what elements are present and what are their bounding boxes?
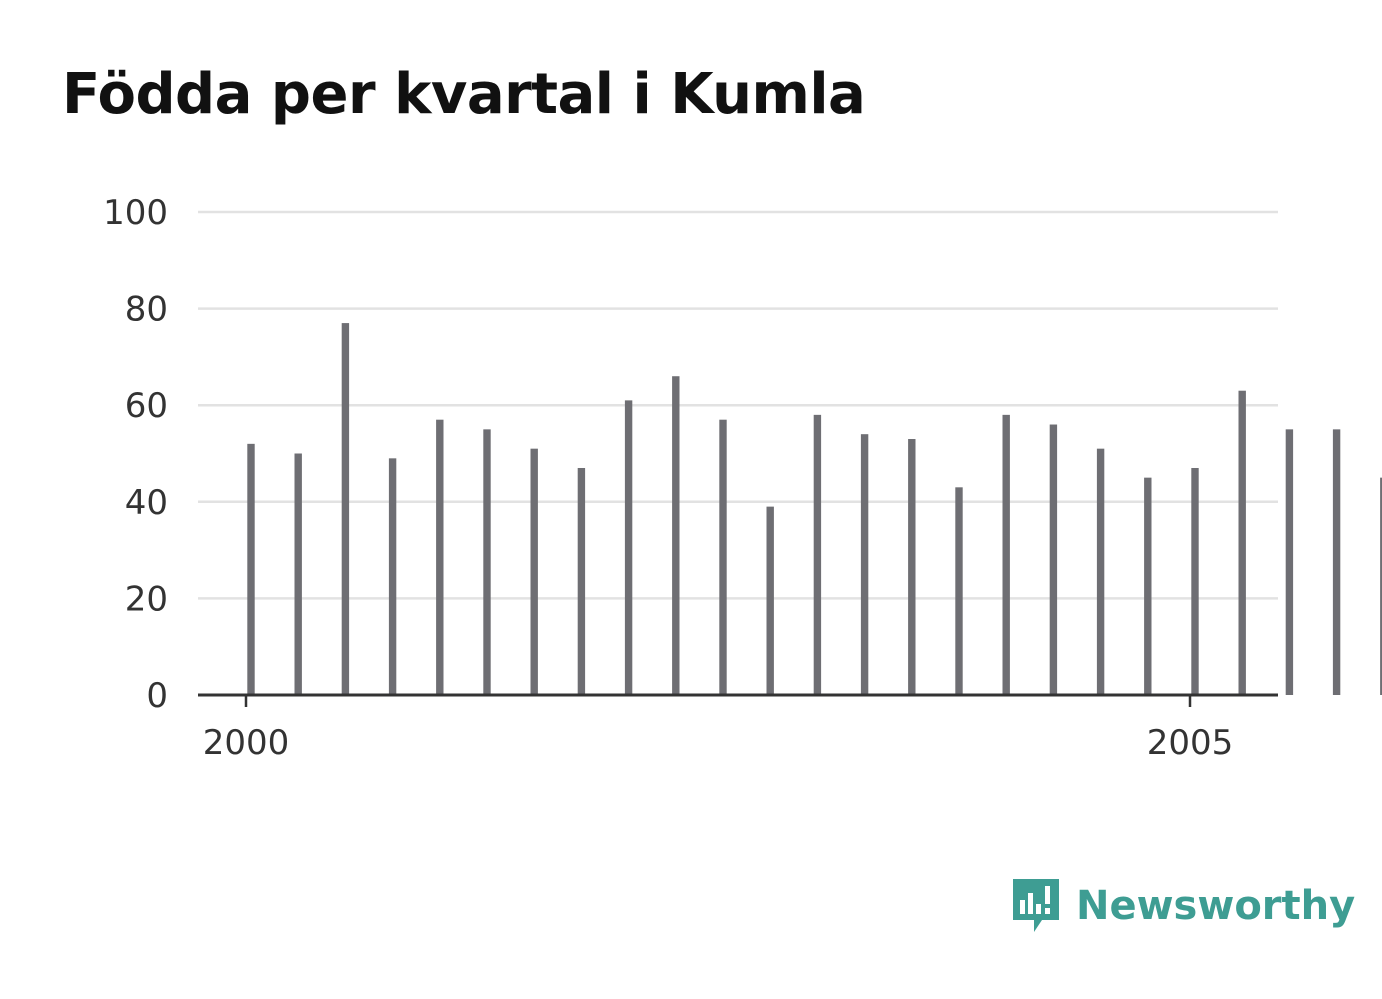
bar [908,439,916,695]
x-axis-labels: 200020052010201520202025 [203,723,1234,763]
bar [766,506,774,695]
y-tick-label: 80 [125,290,168,330]
bar [860,434,869,695]
brand-name: Newsworthy [1076,883,1356,929]
y-tick-label: 20 [125,579,168,619]
bar [247,443,255,695]
bar [955,487,963,695]
bar [1332,429,1341,695]
bar [1191,467,1199,695]
bar [1144,477,1152,695]
bar [436,419,444,695]
bar [388,458,397,695]
y-axis-labels: 0 20 40 60 80 100 [103,193,168,716]
bar [1380,477,1382,695]
x-tick-label: 2005 [1147,723,1234,763]
bars [247,323,1382,695]
axes [198,693,1278,707]
bar [1002,414,1010,695]
bar [813,414,822,695]
bar [1096,448,1105,695]
y-tick-label: 40 [125,483,168,523]
newsworthy-brand: Newsworthy [1010,876,1355,936]
bar [530,448,538,695]
bar [1238,390,1246,695]
bar [624,400,633,695]
bar [719,419,727,695]
bar [341,323,350,695]
y-tick-label: 60 [125,386,168,426]
y-tick-label: 100 [103,193,168,233]
y-tick-label: 0 [146,676,168,716]
chart-title: Födda per kvartal i Kumla [62,62,866,127]
bar [1049,424,1058,695]
x-tick-label: 2000 [203,723,290,763]
bar [577,467,586,695]
gridlines [198,210,1278,600]
newsworthy-logo-icon [1013,879,1059,932]
bar [294,453,302,695]
bar [1285,429,1294,695]
bar [672,376,680,695]
bar [483,429,491,695]
